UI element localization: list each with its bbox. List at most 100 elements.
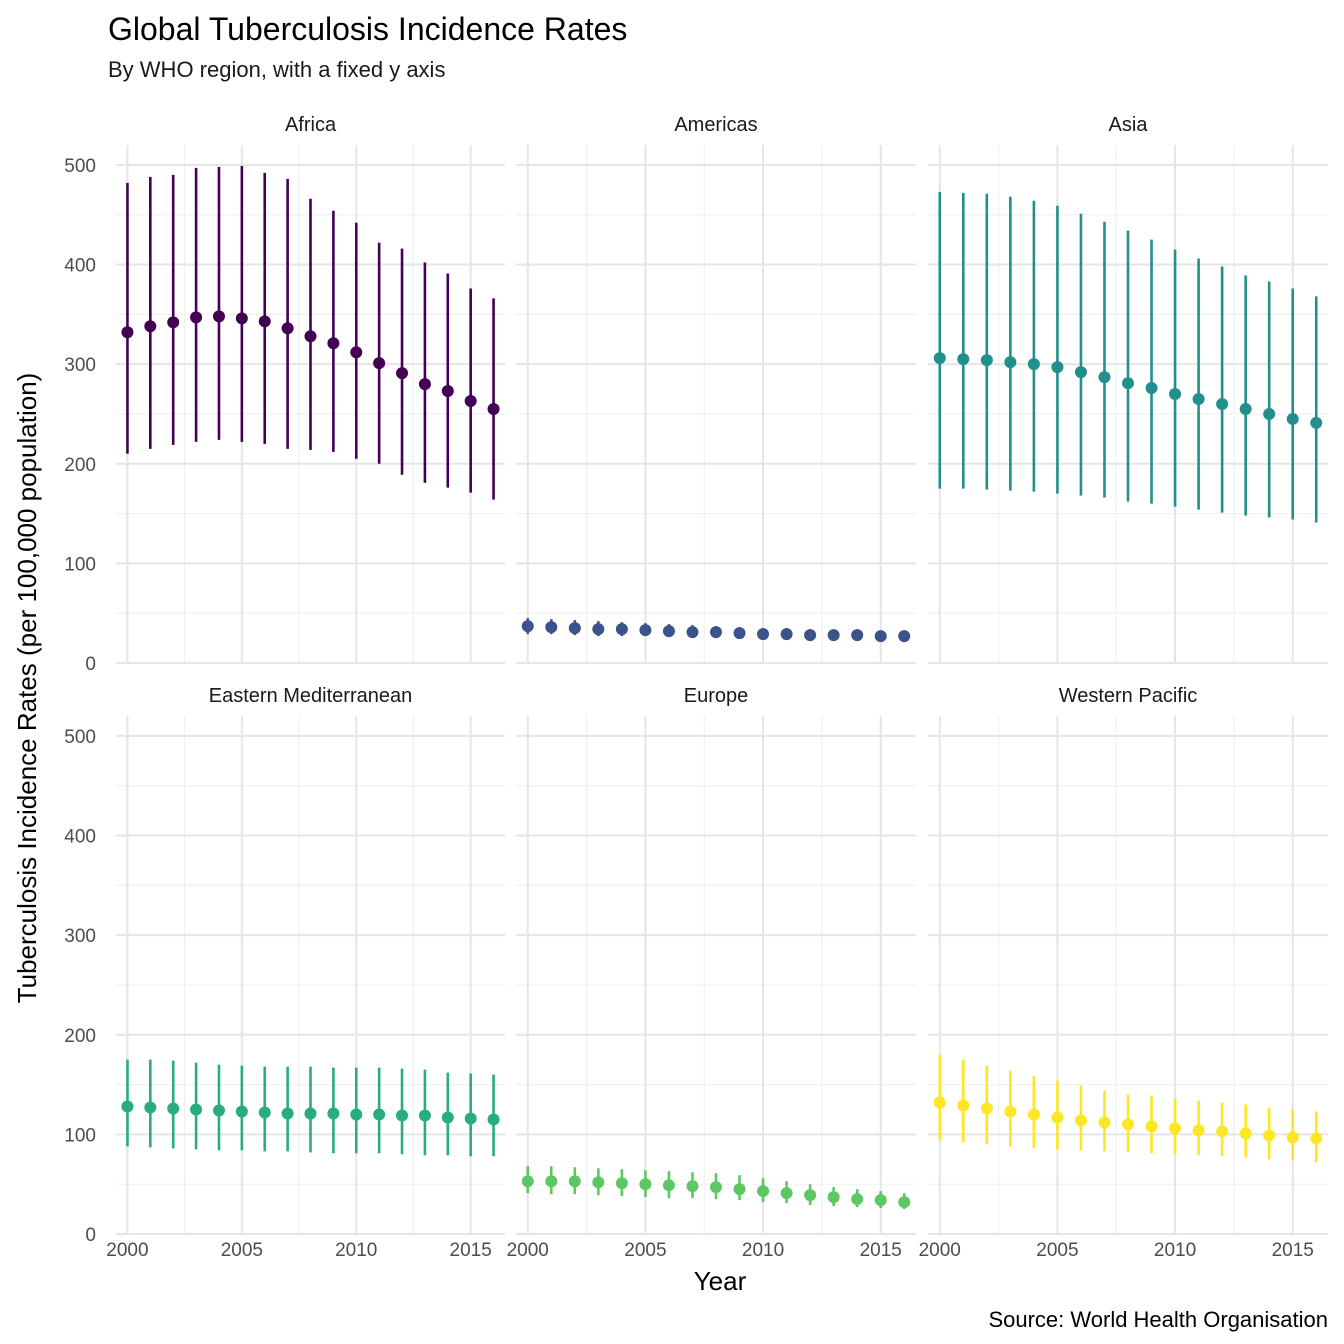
y-axis-title: Tuberculosis Incidence Rates (per 100,00… (12, 373, 42, 1004)
data-point (733, 1183, 746, 1196)
facet-strip-label: Europe (684, 685, 749, 707)
data-point (710, 1181, 722, 1194)
facet-strip-label: Africa (285, 114, 337, 136)
data-point (980, 1102, 993, 1115)
x-tick-label: 2000 (919, 1240, 961, 1261)
facet-panel-africa: Africa 0 100 200 300 400 500 (64, 114, 505, 675)
data-point (1239, 402, 1252, 415)
data-point (780, 628, 793, 641)
data-point (662, 1179, 675, 1192)
data-point (980, 354, 993, 367)
data-point (373, 1108, 386, 1121)
data-point (1216, 398, 1229, 410)
x-tick-label: 2000 (106, 1240, 148, 1261)
data-point (281, 322, 294, 335)
data-point (464, 1112, 477, 1125)
x-axis-title: Year (694, 1266, 747, 1296)
data-point (639, 624, 652, 637)
facet-strip-label: Western Pacific (1059, 685, 1198, 707)
data-point (258, 1106, 271, 1119)
data-point (757, 1185, 770, 1198)
x-tick-label: 2005 (624, 1240, 666, 1261)
source-caption: Source: World Health Organisation (988, 1307, 1328, 1332)
data-point (1051, 1111, 1064, 1124)
y-tick-label: 400 (64, 256, 96, 277)
data-point (1192, 393, 1205, 406)
data-point (1074, 1114, 1087, 1127)
data-point (1216, 1125, 1229, 1138)
data-point (281, 1107, 294, 1120)
facet-panel-eastern-mediterranean: Eastern Mediterranean 0 100 200 300 400 500 200… (64, 685, 505, 1261)
data-point (1145, 382, 1158, 395)
data-point (144, 320, 157, 333)
facet-strip-label: Americas (674, 114, 757, 136)
data-point (1310, 1132, 1323, 1145)
facet-strip-label: Eastern Mediterranean (209, 685, 412, 707)
data-point (1286, 412, 1299, 425)
data-point (874, 1194, 887, 1207)
data-point (373, 357, 386, 370)
x-tick-label: 2010 (335, 1240, 377, 1261)
data-point (1051, 361, 1064, 374)
data-point (827, 1191, 840, 1204)
data-point (757, 628, 770, 641)
data-point (396, 1109, 409, 1122)
data-point (898, 630, 911, 643)
data-point (615, 1177, 628, 1190)
data-point (1074, 366, 1087, 379)
y-tick-label: 0 (85, 1225, 96, 1246)
data-point (1027, 1108, 1040, 1121)
data-point (851, 629, 864, 642)
data-point (350, 346, 363, 359)
data-point (121, 1100, 134, 1113)
data-point (167, 316, 180, 329)
data-point (545, 1175, 558, 1188)
data-point (190, 1103, 203, 1116)
data-point (639, 1178, 652, 1191)
data-point (1263, 1129, 1276, 1142)
data-point (568, 622, 581, 635)
data-point (1122, 1118, 1134, 1131)
data-point (615, 623, 628, 636)
data-point (167, 1102, 180, 1115)
data-point (933, 1096, 946, 1109)
data-point (258, 315, 271, 328)
data-point (487, 402, 500, 415)
data-point (851, 1193, 864, 1206)
data-point (441, 385, 454, 398)
y-tick-label: 100 (64, 1125, 96, 1146)
data-point (1192, 1124, 1205, 1137)
data-point (686, 1180, 699, 1193)
data-point (545, 621, 558, 634)
data-point (235, 1105, 248, 1118)
facet-panels: Africa 0 100 200 300 400 500 Americas Asia Easter… (64, 114, 1328, 1261)
chart-title: Global Tuberculosis Incidence Rates (108, 11, 627, 47)
y-tick-label: 500 (64, 156, 96, 177)
y-tick-label: 300 (64, 926, 96, 947)
x-tick-label: 2005 (1036, 1240, 1078, 1261)
y-tick-label: 500 (64, 727, 96, 748)
data-point (1004, 1105, 1017, 1118)
x-tick-label: 2010 (742, 1240, 784, 1261)
data-point (235, 312, 248, 325)
chart-subtitle: By WHO region, with a fixed y axis (108, 57, 445, 82)
y-tick-label: 0 (85, 654, 96, 675)
data-point (212, 1104, 225, 1117)
data-point (327, 1107, 340, 1120)
y-tick-label: 100 (64, 554, 96, 575)
x-tick-label: 2010 (1154, 1240, 1196, 1261)
data-point (874, 630, 887, 643)
y-tick-label: 400 (64, 827, 96, 848)
data-point (1169, 1122, 1182, 1135)
data-point (898, 1196, 911, 1209)
data-point (686, 626, 699, 639)
data-point (592, 623, 605, 636)
data-point (212, 310, 225, 323)
x-tick-label: 2015 (860, 1240, 902, 1261)
data-point (804, 1189, 817, 1202)
data-point (1286, 1131, 1299, 1144)
data-point (957, 1099, 970, 1112)
data-point (304, 330, 317, 343)
facet-panel-asia: Asia (928, 114, 1328, 664)
